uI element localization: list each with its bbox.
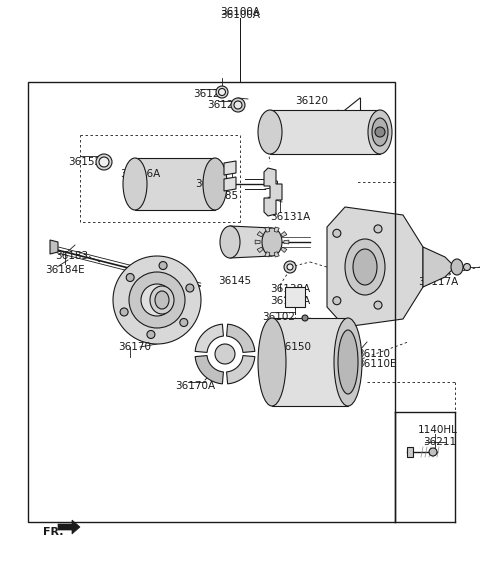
Polygon shape [257,232,263,237]
Text: 36110: 36110 [357,349,390,359]
Circle shape [120,308,128,316]
Polygon shape [265,252,270,257]
Ellipse shape [372,118,388,146]
Bar [28,82,395,522]
Text: 36120: 36120 [295,96,328,106]
Bar [285,287,305,307]
Polygon shape [224,161,236,175]
Polygon shape [257,247,263,253]
Polygon shape [284,240,289,244]
Text: 36184E: 36184E [45,265,84,275]
Text: 36117A: 36117A [418,277,458,287]
Ellipse shape [258,110,282,154]
Circle shape [429,448,437,456]
Circle shape [186,284,194,292]
Ellipse shape [345,239,385,295]
Ellipse shape [123,158,147,210]
Text: 36131A: 36131A [270,212,310,222]
Ellipse shape [220,226,240,258]
Text: 36150: 36150 [278,342,311,352]
Text: 36138A: 36138A [270,284,310,294]
Bar [407,447,413,457]
Circle shape [99,157,109,167]
Text: 36185: 36185 [205,191,238,201]
Text: 36100A: 36100A [220,7,260,17]
Polygon shape [265,227,270,232]
Text: FR.: FR. [43,527,63,537]
Circle shape [333,297,341,305]
Circle shape [218,88,226,95]
Bar [135,158,215,210]
Ellipse shape [262,228,282,256]
Ellipse shape [338,330,358,394]
Ellipse shape [258,318,286,406]
Circle shape [231,98,245,112]
Text: 36100A: 36100A [220,10,260,20]
Text: 36211: 36211 [423,437,456,447]
Ellipse shape [368,110,392,154]
Text: 36126: 36126 [207,100,240,110]
Polygon shape [230,226,272,258]
Ellipse shape [353,249,377,285]
Circle shape [375,127,385,137]
Ellipse shape [334,318,362,406]
Polygon shape [264,168,282,216]
Polygon shape [423,247,455,287]
Text: 36127: 36127 [193,89,226,99]
Circle shape [287,264,293,270]
Polygon shape [274,252,279,257]
Text: 36183: 36183 [55,251,88,261]
Circle shape [302,315,308,321]
Circle shape [216,86,228,98]
Circle shape [96,154,112,170]
Polygon shape [224,177,236,191]
Polygon shape [255,240,260,244]
Polygon shape [327,207,423,327]
Polygon shape [227,324,255,353]
Circle shape [333,229,341,237]
Polygon shape [281,247,287,253]
Ellipse shape [203,158,227,210]
Text: 36152B: 36152B [68,157,108,167]
Circle shape [180,318,188,327]
Circle shape [159,261,167,269]
Polygon shape [281,232,287,237]
Ellipse shape [451,259,463,275]
Circle shape [284,261,296,273]
Circle shape [215,344,235,364]
Ellipse shape [150,286,174,314]
Text: 36146A: 36146A [120,169,160,179]
Polygon shape [50,240,58,254]
Ellipse shape [155,291,169,309]
Polygon shape [195,324,223,353]
Bar [272,318,348,406]
Circle shape [147,331,155,339]
Polygon shape [58,520,80,534]
Text: 36135A: 36135A [195,179,235,189]
Text: 36102: 36102 [262,312,295,322]
Circle shape [129,272,185,328]
Circle shape [113,256,201,344]
Polygon shape [195,356,223,384]
Circle shape [234,101,242,109]
Circle shape [141,284,173,316]
Text: 1140HL: 1140HL [418,425,458,435]
Text: 36170A: 36170A [175,381,215,391]
Bar [270,110,380,154]
Circle shape [374,225,382,233]
Text: 36110E: 36110E [357,359,396,369]
Polygon shape [274,227,279,232]
Polygon shape [227,356,255,384]
Circle shape [126,274,134,282]
Text: 36137A: 36137A [270,296,310,306]
Circle shape [374,301,382,309]
Text: 36170: 36170 [118,342,151,352]
Circle shape [464,264,470,271]
Text: 36145: 36145 [218,276,251,286]
